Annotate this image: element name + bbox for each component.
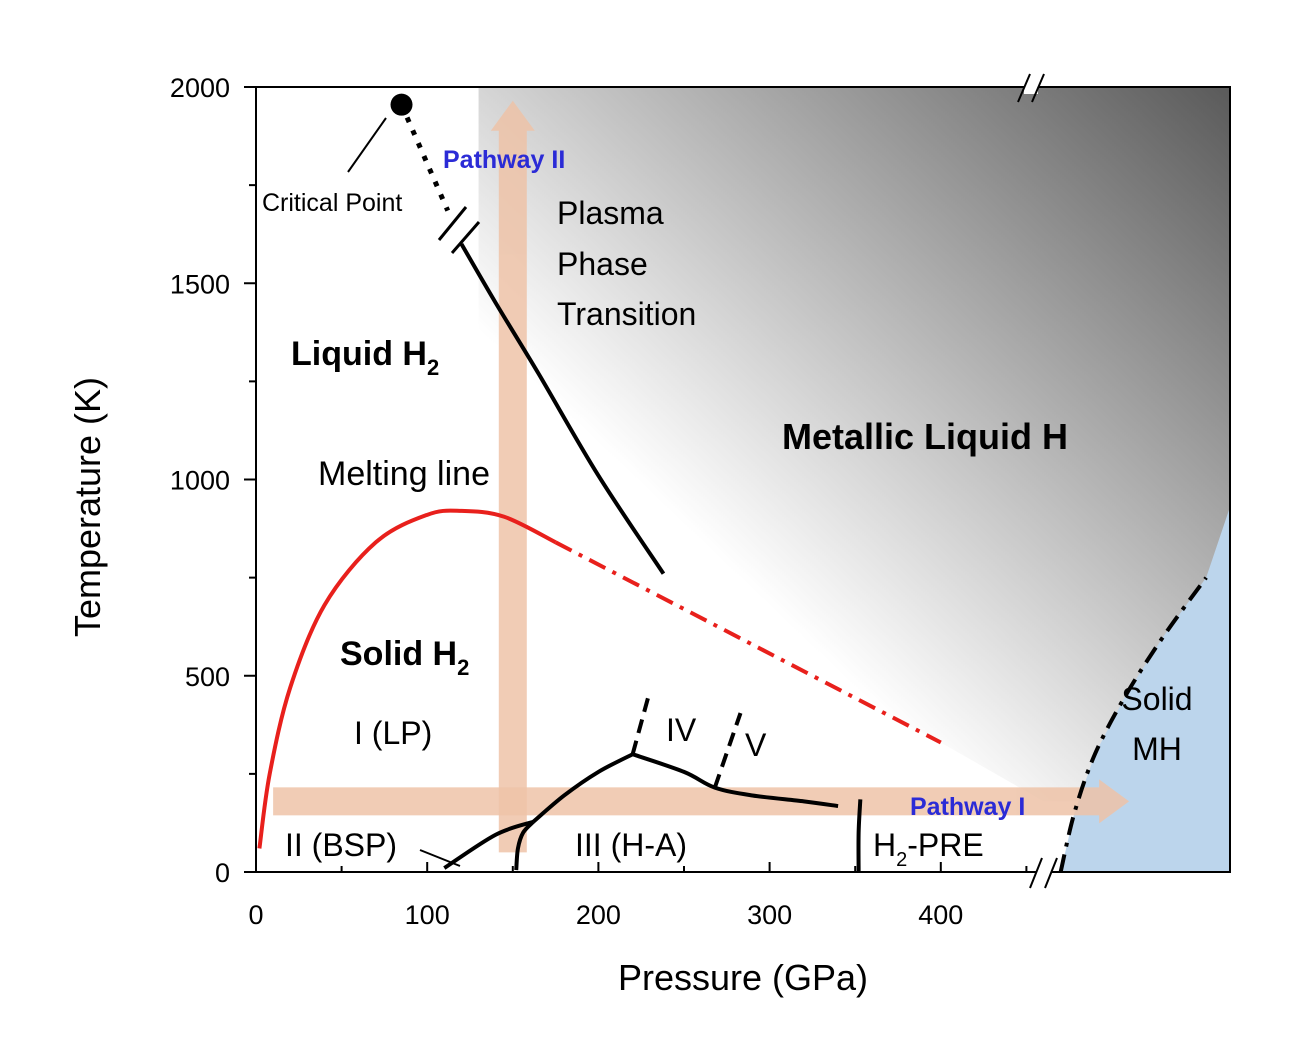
y-tick-label: 0	[215, 858, 230, 888]
x-tick-label: 400	[918, 900, 963, 930]
axis-break-gap-top	[1024, 80, 1038, 94]
plasma-label-line2: Phase	[557, 246, 648, 282]
melting-line-label: Melting line	[318, 455, 490, 493]
critical-point-marker	[390, 93, 413, 116]
pathway-arrows	[273, 100, 1130, 853]
curve-i-iii-boundary	[532, 752, 634, 824]
y-tick-label: 1000	[170, 466, 230, 496]
h2-pre-suffix: -PRE	[907, 827, 983, 863]
solid-h2-sub: 2	[457, 655, 469, 680]
x-tick-label: 100	[405, 900, 450, 930]
arrow-pathway-ii	[490, 100, 535, 853]
axis-break-marks	[1017, 73, 1058, 889]
x-tick-label: 300	[747, 900, 792, 930]
metallic-liquid-label: Metallic Liquid H	[782, 416, 1068, 457]
solid-h2-label: Solid H2	[340, 635, 469, 680]
y-tick-label: 2000	[170, 73, 230, 103]
curve-ii-iii-boundary	[443, 819, 534, 870]
phase-v-label: V	[745, 727, 767, 763]
h2-pre-h: H	[873, 827, 896, 863]
plasma-label-line3: Transition	[557, 296, 696, 332]
critical-point-leader	[347, 117, 387, 173]
x-tick-label: 0	[248, 900, 263, 930]
solid-mh-label-line2: MH	[1132, 731, 1182, 767]
phase-iii-label: III (H-A)	[575, 827, 687, 863]
x-axis-label: Pressure (GPa)	[618, 957, 868, 998]
phase-boundaries	[257, 103, 1208, 872]
y-axis-label: Temperature (K)	[67, 377, 108, 637]
pathway-i-label: Pathway I	[910, 793, 1025, 821]
phase-ii-label: II (BSP)	[285, 827, 397, 863]
h2-pre-sub: 2	[896, 849, 907, 871]
solid-h2-text: Solid H	[340, 635, 457, 673]
y-tick-label: 1500	[170, 269, 230, 299]
curve-phase-ii-upper-boundary	[514, 820, 535, 871]
plasma-line-break-marks	[437, 206, 481, 254]
liquid-h2-sub: 2	[427, 355, 439, 380]
critical-point-label: Critical Point	[262, 189, 402, 217]
pathway-ii-label: Pathway II	[443, 146, 565, 174]
solid-mh-region	[1060, 506, 1230, 872]
solid-mh-label-line1: Solid	[1121, 681, 1192, 717]
curve-melting-line	[257, 508, 557, 849]
curve-iv-v-boundary	[712, 712, 743, 789]
curve-plasma-phase-transition	[459, 242, 666, 575]
curve-critical-point-extension	[399, 103, 451, 212]
curve-i-iv-boundary	[630, 690, 652, 755]
curve-melting-line-extrapolated	[554, 540, 942, 745]
phase-ii-leader	[419, 849, 461, 867]
axis-break-gap-bottom	[1037, 865, 1051, 879]
curve-iii-iv-boundary	[631, 752, 839, 809]
curve-solid-mh-boundary	[1058, 576, 1208, 872]
h2-pre-label: H2-PRE	[873, 827, 984, 871]
liquid-h2-text: Liquid H	[291, 335, 427, 373]
metallic-liquid-region	[478, 87, 1230, 802]
arrow-pathway-i	[273, 779, 1130, 824]
curve-h2-pre-boundary	[856, 799, 863, 872]
phase-i-label: I (LP)	[354, 715, 432, 751]
plasma-label-line1: Plasma	[557, 195, 664, 231]
phase-iv-label: IV	[666, 712, 697, 748]
y-tick-label: 500	[185, 662, 230, 692]
liquid-h2-label: Liquid H2	[291, 335, 439, 380]
x-tick-label: 200	[576, 900, 621, 930]
axis-ticks: 0 100 200 300 400 0 500 1000 1500 2000	[170, 73, 1028, 930]
